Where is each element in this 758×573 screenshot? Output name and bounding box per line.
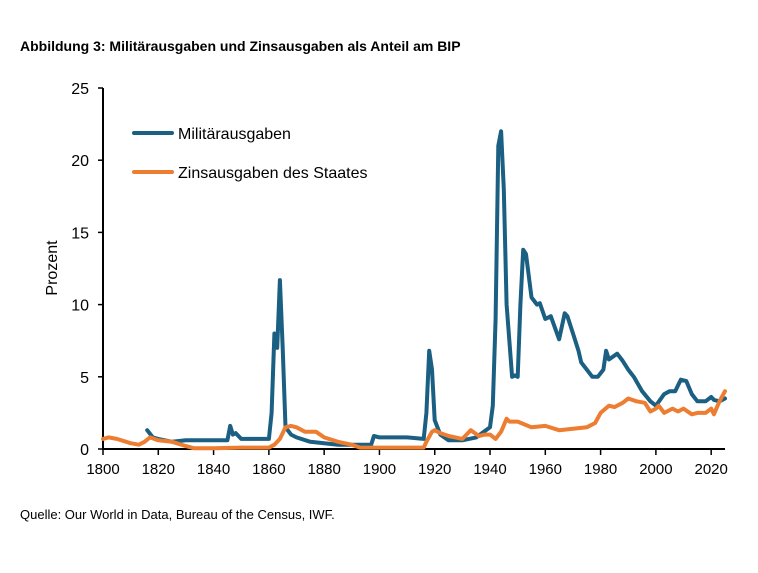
- figure-title: Abbildung 3: Militärausgaben und Zinsaus…: [20, 38, 461, 54]
- x-tick-label: 1820: [142, 461, 175, 478]
- y-tick-label: 15: [71, 225, 89, 242]
- y-tick-label: 5: [80, 370, 89, 387]
- x-tick-label: 1800: [86, 461, 119, 478]
- legend-label: Militärausgaben: [178, 126, 291, 143]
- x-tick-label: 1940: [473, 461, 506, 478]
- source-note: Quelle: Our World in Data, Bureau of the…: [20, 507, 335, 522]
- y-tick-label: 0: [80, 442, 89, 459]
- x-tick-label: 1920: [418, 461, 451, 478]
- x-tick-label: 1860: [252, 461, 285, 478]
- y-tick-label: 25: [71, 81, 89, 98]
- x-tick-label: 1880: [307, 461, 340, 478]
- x-tick-label: 1960: [529, 461, 562, 478]
- x-tick-label: 1980: [584, 461, 617, 478]
- x-tick-label: 1900: [363, 461, 396, 478]
- y-tick-label: 20: [71, 153, 89, 170]
- legend-label: Zinsausgaben des Staates: [178, 165, 367, 182]
- series-line-zinsausgaben: [101, 389, 727, 451]
- x-tick-label: 1840: [197, 461, 230, 478]
- y-axis-label: Prozent: [44, 240, 61, 296]
- y-tick-label: 10: [71, 298, 89, 315]
- x-tick-label: 2020: [694, 461, 727, 478]
- x-tick-label: 2000: [639, 461, 672, 478]
- series-line-militaerausgaben: [145, 129, 727, 447]
